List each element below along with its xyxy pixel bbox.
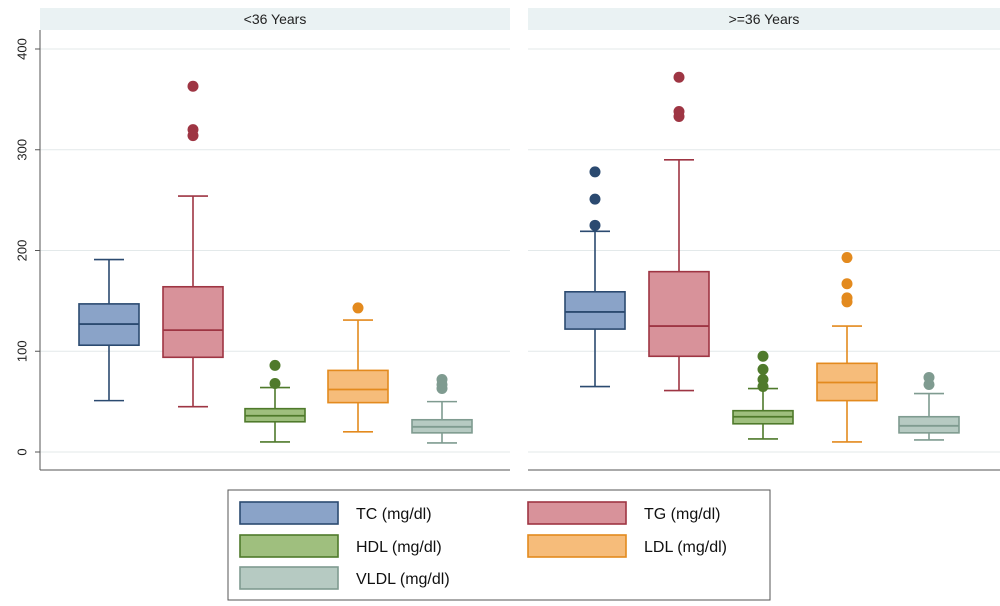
- outlier-point: [757, 350, 769, 362]
- outlier-point: [187, 124, 199, 136]
- outlier-point: [589, 193, 601, 205]
- box-tg: [162, 80, 224, 408]
- outlier-point: [757, 363, 769, 375]
- box-vldl: [898, 371, 960, 441]
- y-tick-label: 400: [14, 38, 29, 60]
- outlier-point: [187, 80, 199, 92]
- legend-item: VLDL (mg/dl): [239, 566, 450, 590]
- legend-item: HDL (mg/dl): [239, 534, 442, 558]
- legend-swatch: [239, 566, 339, 590]
- iqr-box: [564, 291, 626, 330]
- facet-title: >=36 Years: [729, 11, 800, 27]
- y-tick-label: 200: [14, 240, 29, 262]
- outlier-point: [923, 371, 935, 383]
- y-tick-label: 300: [14, 139, 29, 161]
- legend-label: HDL (mg/dl): [356, 539, 442, 556]
- outlier-point: [841, 252, 853, 264]
- legend-label: TG (mg/dl): [644, 506, 720, 523]
- panel-under-36: <36 Years 0 100 200 300 400: [14, 8, 510, 471]
- legend-label: LDL (mg/dl): [644, 539, 727, 556]
- legend: TC (mg/dl) TG (mg/dl) HDL (mg/dl) LDL (mg/d…: [227, 489, 771, 601]
- outlier-point: [673, 105, 685, 117]
- box-hdl: [732, 350, 794, 440]
- legend-item: TG (mg/dl): [527, 501, 720, 525]
- outlier-point: [841, 278, 853, 290]
- box-ldl: [327, 302, 389, 433]
- y-tick-label: 100: [14, 340, 29, 362]
- outlier-point: [841, 292, 853, 304]
- legend-swatch: [239, 534, 339, 558]
- box-tg: [648, 71, 710, 392]
- box-hdl: [244, 359, 306, 443]
- iqr-box: [327, 369, 389, 404]
- facet-header: [40, 8, 510, 30]
- box-vldl: [411, 373, 473, 444]
- box-tc: [78, 258, 140, 402]
- outlier-point: [269, 359, 281, 371]
- facet-title: <36 Years: [244, 11, 307, 27]
- legend-item: TC (mg/dl): [239, 501, 432, 525]
- legend-item: LDL (mg/dl): [527, 534, 727, 558]
- outlier-point: [589, 166, 601, 178]
- iqr-box: [898, 415, 960, 434]
- iqr-box: [162, 285, 224, 359]
- y-tick-label: 0: [14, 448, 29, 455]
- box-tc: [564, 166, 626, 388]
- legend-swatch: [239, 501, 339, 525]
- panels: <36 Years 0 100 200 300 400 >=36 Years: [14, 8, 1000, 471]
- outlier-point: [269, 377, 281, 389]
- legend-label: TC (mg/dl): [356, 506, 432, 523]
- outlier-point: [352, 302, 364, 314]
- legend-swatch: [527, 534, 627, 558]
- legend-swatch: [527, 501, 627, 525]
- outlier-point: [673, 71, 685, 83]
- panel-over-36: >=36 Years: [528, 8, 1000, 471]
- legend-label: VLDL (mg/dl): [356, 571, 450, 588]
- box-ldl: [816, 252, 878, 443]
- facet-header: [528, 8, 1000, 30]
- outlier-point: [436, 373, 448, 385]
- outlier-point: [757, 373, 769, 385]
- iqr-box: [648, 270, 710, 358]
- outlier-point: [589, 219, 601, 231]
